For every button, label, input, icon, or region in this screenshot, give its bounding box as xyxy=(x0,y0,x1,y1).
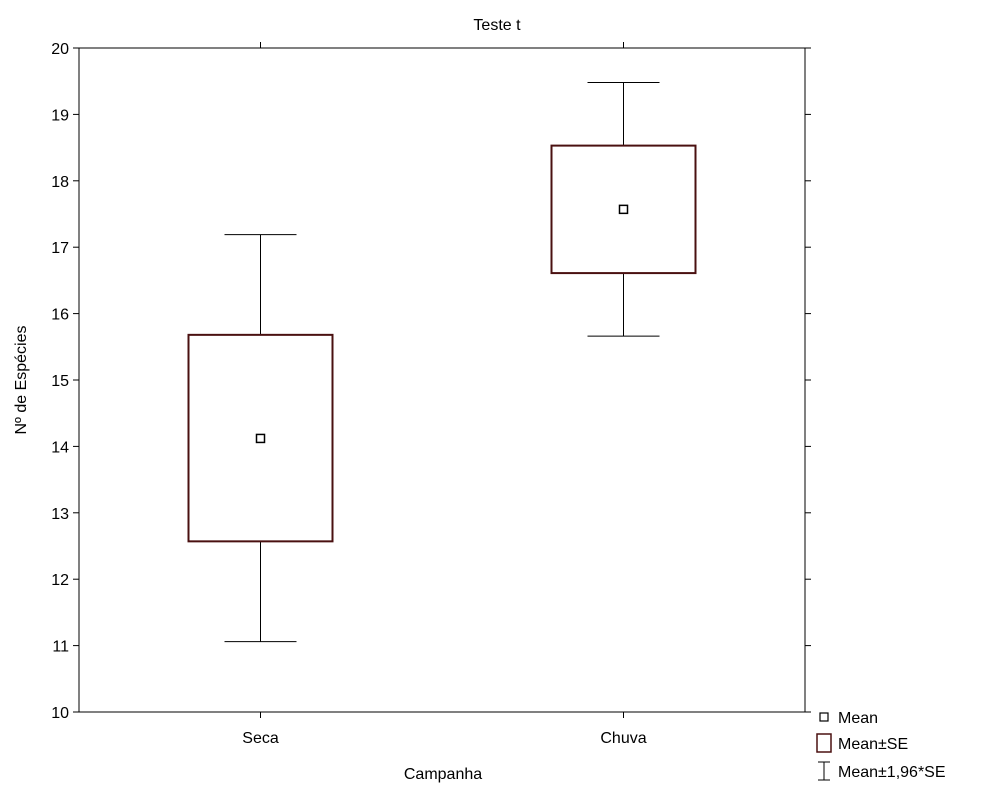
box-group-chuva xyxy=(550,82,697,337)
legend: Mean Mean±SE Mean±1,96*SE xyxy=(816,710,946,781)
y-tick-label: 10 xyxy=(51,705,69,722)
chart-title: Teste t xyxy=(473,17,521,34)
y-axis-label: Nº de Espécies xyxy=(13,325,30,434)
mean-marker xyxy=(618,204,629,215)
y-tick-label: 15 xyxy=(51,373,69,390)
y-tick-label: 19 xyxy=(51,107,69,124)
legend-mean-swatch xyxy=(819,712,829,722)
y-tick-label: 17 xyxy=(51,240,69,257)
legend-label: Mean±1,96*SE xyxy=(838,764,946,781)
y-tick-label: 13 xyxy=(51,506,69,523)
chart-marks xyxy=(187,82,697,643)
x-axis-label: Campanha xyxy=(404,766,482,783)
legend-label: Mean xyxy=(838,710,878,727)
y-tick-label: 20 xyxy=(51,41,69,58)
se-box xyxy=(187,333,334,543)
y-tick-label: 14 xyxy=(51,439,69,456)
se-box xyxy=(550,144,697,275)
legend-box-swatch xyxy=(816,733,832,753)
y-tick-label: 16 xyxy=(51,307,69,324)
axis-ticks: 10 11 12 13 14 15 16 17 18 19 20 Seca Chuva xyxy=(51,41,811,747)
y-tick-label: 18 xyxy=(51,174,69,191)
mean-marker xyxy=(255,433,266,444)
y-tick-label: 12 xyxy=(51,572,69,589)
x-tick-label: Chuva xyxy=(600,730,646,747)
box-group-seca xyxy=(187,234,334,643)
x-tick-label: Seca xyxy=(242,730,279,747)
legend-label: Mean±SE xyxy=(838,736,908,753)
y-tick-label: 11 xyxy=(52,639,69,656)
